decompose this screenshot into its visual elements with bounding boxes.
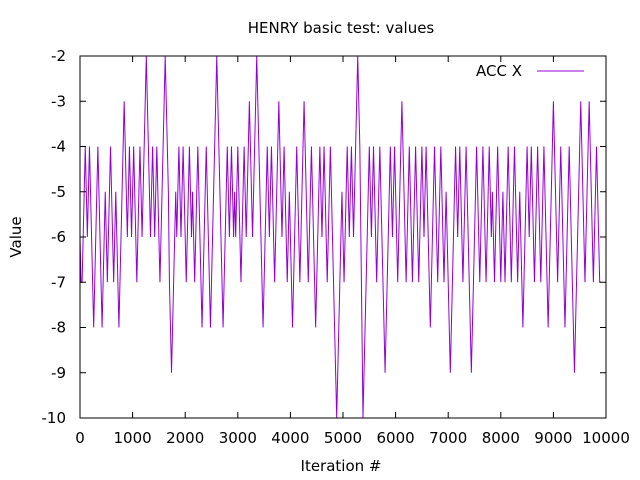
x-tick-label: 9000 [534, 429, 572, 447]
x-tick-label: 1000 [114, 429, 152, 447]
y-axis-label: Value [7, 216, 25, 257]
y-tick-label: -9 [51, 364, 66, 382]
x-axis-label: Iteration # [301, 457, 382, 475]
plot-marks [79, 55, 601, 419]
y-tick-label: -3 [51, 92, 66, 110]
x-tick-label: 6000 [377, 429, 415, 447]
y-tick-label: -5 [51, 183, 66, 201]
y-tick-label: -6 [51, 228, 66, 246]
y-tick-label: -7 [51, 273, 66, 291]
x-tick-label: 8000 [482, 429, 520, 447]
axis-ticks: 0 1000 2000 3000 4000 5000 6000 7000 8000 9000 100… [42, 47, 630, 447]
legend-label: ACC X [476, 62, 522, 80]
x-tick-label: 5000 [324, 429, 362, 447]
y-tick-label: -10 [42, 409, 67, 427]
y-tick-label: -2 [51, 47, 66, 65]
x-tick-label: 7000 [429, 429, 467, 447]
legend: ACC X [476, 62, 584, 80]
plot-frame [79, 55, 607, 419]
series-line-acc-x [79, 55, 601, 419]
x-tick-label: 3000 [219, 429, 257, 447]
x-tick-label: 2000 [166, 429, 204, 447]
x-tick-label: 0 [75, 429, 85, 447]
y-tick-label: -4 [51, 138, 66, 156]
y-tick-label: -8 [51, 319, 66, 337]
chart-title: HENRY basic test: values [248, 19, 435, 37]
x-tick-label: 4000 [271, 429, 309, 447]
x-tick-label: 10000 [582, 429, 630, 447]
